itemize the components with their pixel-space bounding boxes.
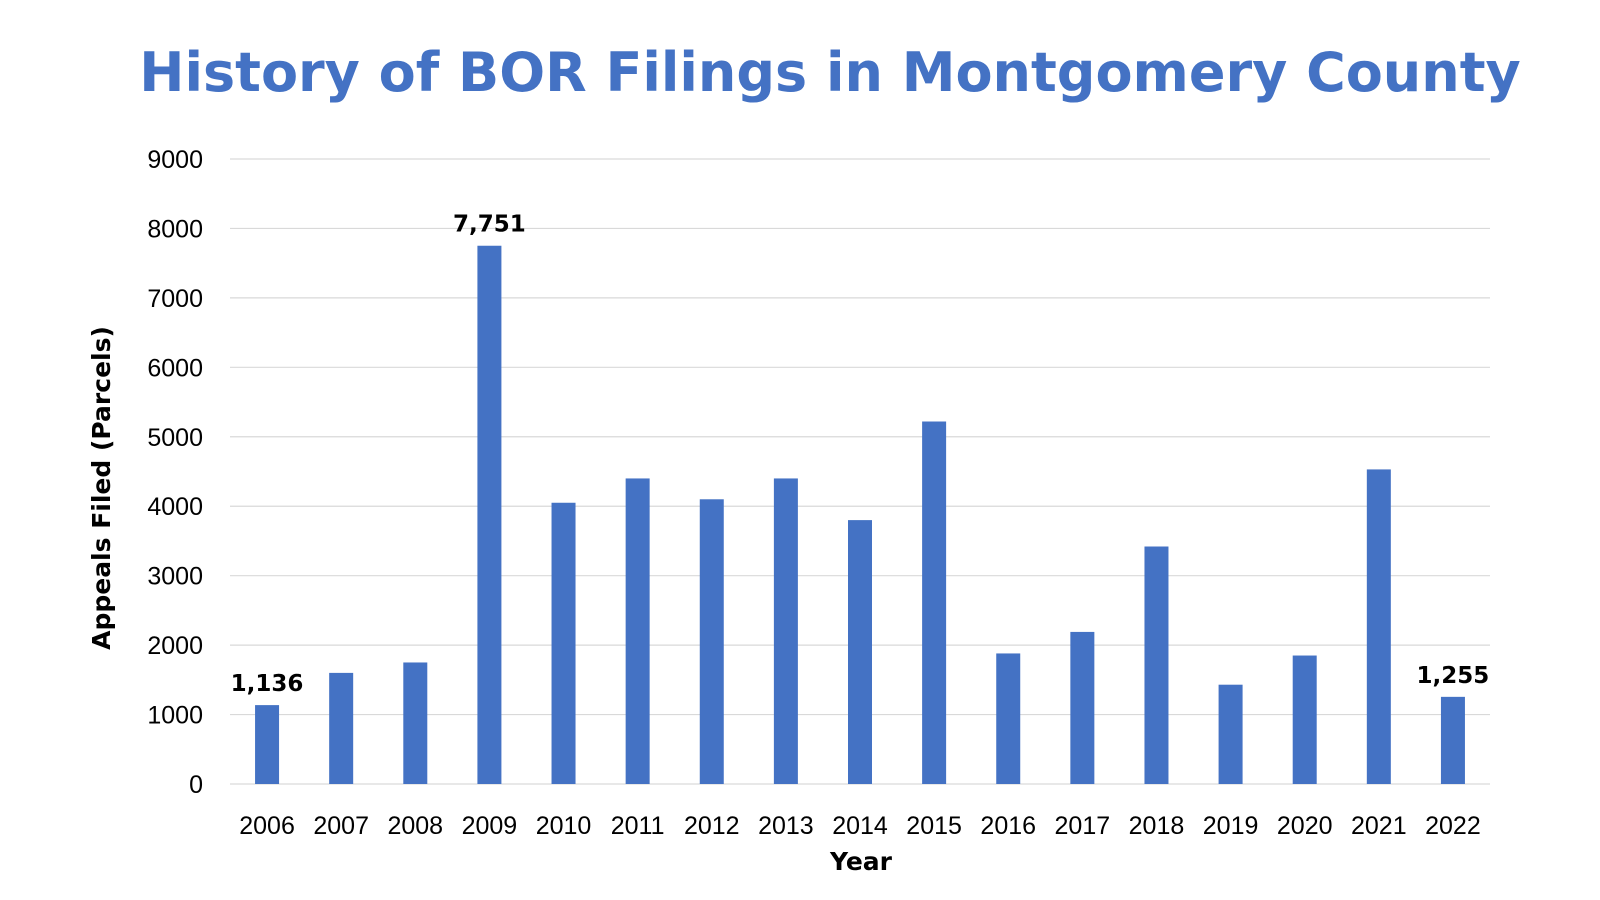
x-tick-label: 2016 [980, 812, 1036, 840]
x-tick-label: 2008 [387, 812, 443, 840]
bar-2007 [329, 672, 354, 784]
bar-2010 [551, 502, 576, 784]
x-tick-label: 2007 [313, 812, 369, 840]
bar-2013 [773, 478, 798, 784]
bar-2020 [1292, 655, 1317, 784]
y-tick-label: 5000 [147, 424, 203, 452]
y-tick-label: 4000 [147, 493, 203, 521]
y-tick-label: 7000 [147, 285, 203, 313]
y-tick-label: 2000 [147, 632, 203, 660]
bar-2016 [996, 653, 1021, 784]
x-tick-label: 2017 [1055, 812, 1111, 840]
data-label-2022: 1,255 [1417, 663, 1490, 689]
bar-2019 [1218, 684, 1243, 784]
bar-2014 [848, 520, 872, 784]
bars [255, 245, 1465, 785]
data-label-2009: 7,751 [453, 212, 526, 238]
y-tick-label: 1000 [147, 702, 203, 730]
bar-2015 [922, 421, 947, 784]
x-tick-label: 2015 [906, 812, 962, 840]
bar-2022 [1440, 696, 1465, 784]
x-tick-label: 2010 [536, 812, 592, 840]
x-tick-label: 2020 [1277, 812, 1333, 840]
x-tick-label: 2013 [758, 812, 814, 840]
bar-2011 [625, 478, 650, 784]
x-tick-label: 2021 [1351, 812, 1407, 840]
bar-2021 [1366, 469, 1391, 784]
x-tick-label: 2011 [611, 812, 665, 840]
x-tick-label: 2018 [1129, 812, 1185, 840]
bar-2009 [477, 245, 502, 785]
x-axis-title: Year [829, 847, 893, 876]
bar-2017 [1070, 631, 1095, 784]
x-axis-ticks: 2006 2007 2008 2009 2010 2011 2012 2013 2014 2015… [239, 812, 1481, 840]
bar-2006 [255, 705, 280, 784]
y-tick-label: 0 [189, 771, 203, 799]
bar-2012 [699, 499, 724, 784]
y-tick-label: 6000 [147, 354, 203, 382]
x-tick-label: 2006 [239, 812, 295, 840]
y-axis-title: Appeals Filed (Parcels) [87, 326, 116, 650]
bar-2008 [403, 662, 428, 784]
bar-2018 [1144, 546, 1169, 784]
data-label-2006: 1,136 [231, 671, 304, 697]
chart-title: History of BOR Filings in Montgomery Cou… [139, 41, 1520, 104]
x-tick-label: 2014 [832, 812, 888, 840]
x-tick-label: 2009 [462, 812, 518, 840]
x-tick-label: 2012 [684, 812, 740, 840]
y-tick-label: 3000 [147, 563, 203, 591]
data-labels: 1,136 7,751 1,255 [231, 212, 1490, 697]
gridlines [230, 158, 1490, 785]
y-axis-ticks: 0 1000 2000 3000 4000 5000 6000 7000 8000 9000 [147, 146, 203, 799]
x-tick-label: 2019 [1203, 812, 1259, 840]
y-tick-label: 8000 [147, 215, 203, 243]
x-tick-label: 2022 [1425, 812, 1481, 840]
y-tick-label: 9000 [147, 146, 203, 174]
